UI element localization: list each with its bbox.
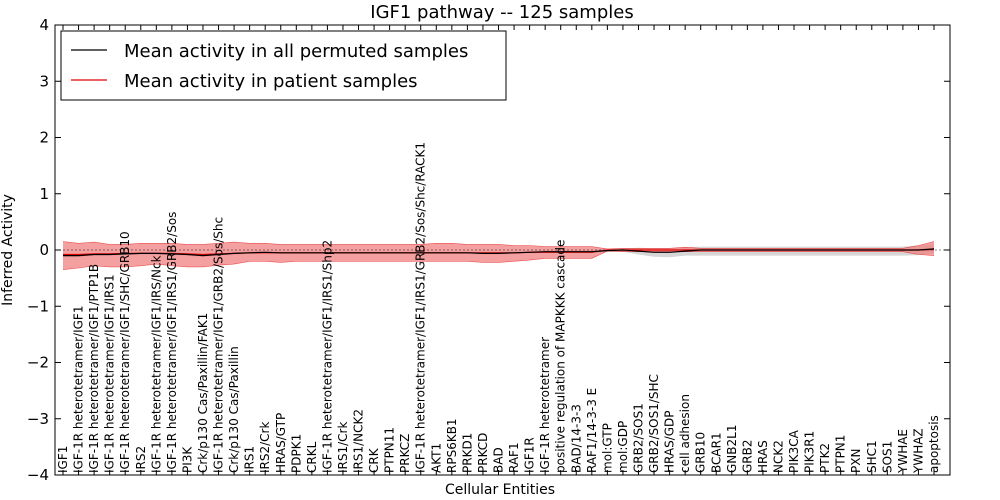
x-tick-label: PRKD1: [460, 433, 474, 473]
x-tick-label: IGF-1R heterotetramer/IGF1/SHC/GRB10: [118, 231, 132, 473]
y-tick-label: −3: [27, 410, 49, 428]
x-tick-label: IGF-1R heterotetramer/IGF1/IRS1/GRB2/Sos…: [414, 142, 428, 473]
x-tick-label: IGF-1R heterotetramer/IGF1/GRB2/Sos/Shc: [212, 217, 226, 473]
chart-title: IGF1 pathway -- 125 samples: [370, 2, 633, 23]
x-tick-label: IGF-1R heterotetramer/IGF1/IRS1/Shp2: [320, 240, 334, 473]
x-tick-label: IGF-1R heterotetramer/IGF1/PTP1B: [87, 264, 101, 473]
x-tick-label: BAD/14-3-3: [569, 404, 583, 473]
x-tick-label: IRS2/Crk: [258, 422, 272, 473]
x-tick-label: Crk/p130 Cas/Paxillin: [227, 346, 241, 473]
x-tick-label: SOS1: [880, 441, 894, 473]
x-tick-label: YWHAE: [896, 429, 910, 474]
x-tick-label: mol:GDP: [616, 421, 630, 473]
x-axis-label: Cellular Entities: [445, 482, 555, 498]
x-tick-label: PRKCD: [476, 433, 490, 473]
legend: Mean activity in all permuted samples Me…: [60, 30, 507, 101]
x-tick-label: CRKL: [305, 441, 319, 473]
x-tick-label: IRS1/Crk: [336, 422, 350, 473]
patient-band-upper-edge: [62, 241, 935, 250]
x-tick-label: positive regulation of MAPKKK cascade: [554, 240, 568, 473]
x-tick-label: GRB2/SOS1: [632, 403, 646, 473]
x-tick-label: apoptosis: [927, 415, 941, 473]
y-tick-label: 2: [39, 129, 49, 147]
x-tick-label: PTPN11: [383, 427, 397, 473]
confidence-bands: [62, 241, 935, 270]
x-tick-label: IGF-1R heterotetramer/IGF1/IRS/Nck: [149, 255, 163, 473]
y-tick-label: −4: [27, 466, 49, 484]
series-lines: [55, 248, 950, 257]
x-tick-label: cell adhesion: [678, 394, 692, 473]
x-tick-label: CRK: [367, 447, 381, 473]
x-tick-label: YWHAZ: [911, 428, 925, 474]
x-tick-label: PIK3CA: [787, 429, 801, 473]
x-tick-label: GNB2L1: [725, 425, 739, 473]
x-tick-label: HRAS/GTP: [274, 413, 288, 473]
x-tick-label: PTPN1: [834, 435, 848, 473]
x-tick-label: IGF-1R heterotetramer/IGF1/IRS1/GRB2/Sos: [165, 212, 179, 473]
x-tick-label: RAF1: [507, 442, 521, 473]
x-tick-label: BAD: [492, 447, 506, 473]
x-axis: IGF1 IGF-1R heterotetramer/IGF1 IGF-1R het…: [56, 25, 941, 475]
x-tick-label: IGF-1R heterotetramer: [538, 337, 552, 473]
x-tick-label: PIK3R1: [803, 431, 817, 473]
x-tick-label: HRAS: [756, 440, 770, 473]
legend-box: [60, 30, 507, 101]
x-tick-label: mol:GTP: [600, 423, 614, 473]
legend-label-patient: Mean activity in patient samples: [124, 71, 418, 92]
x-tick-label: SHC1: [865, 440, 879, 473]
legend-label-permuted: Mean activity in all permuted samples: [124, 41, 468, 62]
x-tick-label: Crk/p130 Cas/Paxillin/FAK1: [196, 313, 210, 473]
y-tick-label: −2: [27, 354, 49, 372]
x-tick-label: PTK2: [818, 443, 832, 473]
x-tick-label: IRS1/NCK2: [352, 409, 366, 473]
x-tick-label: PXN: [849, 449, 863, 473]
x-tick-label: IGF-1R heterotetramer/IGF1: [72, 306, 86, 473]
patient-band-lower-edge: [62, 250, 935, 270]
x-tick-label: PI3K: [180, 446, 194, 473]
patient-band: [63, 241, 934, 270]
y-axis: −4 −3 −2 −1 0 1 2 3 4: [27, 16, 950, 484]
y-axis-label: Inferred Activity: [0, 194, 16, 306]
permuted-band: [63, 244, 934, 258]
x-tick-label: IGF1R: [523, 437, 537, 473]
x-tick-label: RPS6KB1: [445, 418, 459, 473]
y-tick-label: 4: [39, 16, 49, 34]
x-tick-label: IRS1: [243, 446, 257, 473]
x-tick-label: IGF1: [56, 446, 70, 473]
x-tick-label: PRKCZ: [398, 434, 412, 473]
x-tick-label: PDPK1: [289, 434, 303, 473]
y-tick-label: 3: [39, 72, 49, 90]
x-tick-label: AKT1: [429, 443, 443, 473]
y-tick-label: −1: [27, 297, 49, 315]
x-tick-label: HRAS/GDP: [663, 410, 677, 473]
x-tick-label: IGF-1R heterotetramer/IGF1/IRS1: [103, 274, 117, 473]
permuted-mean-line: [63, 248, 935, 257]
y-tick-label: 0: [39, 241, 49, 259]
x-tick-label: GRB10: [694, 432, 708, 473]
x-tick-label: BCAR1: [709, 432, 723, 473]
x-tick-label: RAF1/14-3-3 E: [585, 388, 599, 473]
x-tick-label: NCK2: [772, 440, 786, 473]
y-tick-label: 1: [39, 185, 49, 203]
x-tick-label: IRS2: [134, 446, 148, 473]
x-tick-label: GRB2: [740, 439, 754, 473]
x-tick-label: GRB2/SOS1/SHC: [647, 374, 661, 473]
